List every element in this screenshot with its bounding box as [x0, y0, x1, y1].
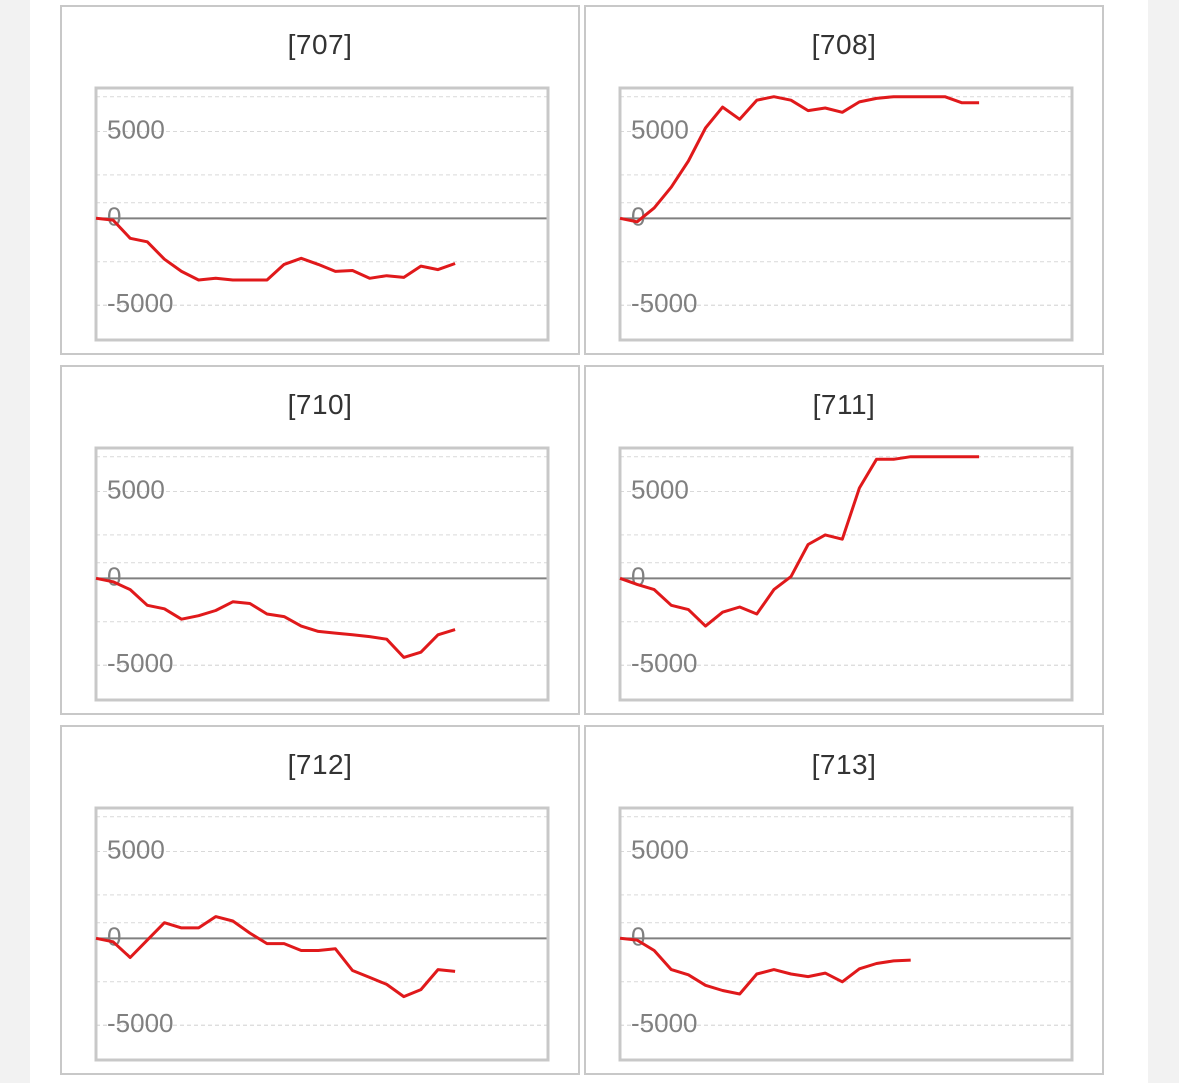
series-line	[619, 455, 980, 628]
plot-frame	[618, 446, 1074, 702]
chart-title: [712]	[287, 749, 353, 780]
y-tick-label: -5000	[631, 288, 698, 318]
series-line	[619, 936, 911, 996]
chart-panel: [712] 5000 0 -5000	[60, 725, 580, 1075]
y-tick-label: 5000	[631, 834, 689, 864]
y-tick-label: -5000	[631, 648, 698, 678]
chart-grid: [707] 5000 0 -5000 [708] 5000 0 -5000 [710] 5000 0…	[60, 5, 1104, 1078]
line-chart: 5000 0 -5000	[618, 86, 1074, 342]
chart-title: [708]	[811, 29, 877, 60]
series-line	[95, 576, 456, 659]
chart-title: [713]	[811, 749, 877, 780]
y-tick-label: 0	[107, 921, 121, 951]
chart-panel: [711] 5000 0 -5000	[584, 365, 1104, 715]
plot-frame	[94, 446, 550, 702]
series-line	[619, 95, 980, 224]
series-line	[95, 915, 456, 999]
y-tick-label: 5000	[107, 834, 165, 864]
chart-title: [707]	[287, 29, 353, 60]
y-tick-label: 5000	[631, 474, 689, 504]
plot-frame	[94, 86, 550, 342]
plot-frame	[618, 86, 1074, 342]
chart-panel: [710] 5000 0 -5000	[60, 365, 580, 715]
y-tick-label: 5000	[631, 114, 689, 144]
y-tick-label: -5000	[107, 1008, 174, 1038]
y-tick-label: 5000	[107, 114, 165, 144]
y-tick-label: 0	[107, 561, 121, 591]
series-line	[95, 216, 456, 282]
y-tick-label: -5000	[107, 648, 174, 678]
chart-title: [710]	[287, 389, 353, 420]
y-tick-label: -5000	[631, 1008, 698, 1038]
line-chart: 5000 0 -5000	[94, 446, 550, 702]
page-background: [707] 5000 0 -5000 [708] 5000 0 -5000 [710] 5000 0…	[30, 0, 1148, 1083]
y-tick-label: 5000	[107, 474, 165, 504]
chart-panel: [707] 5000 0 -5000	[60, 5, 580, 355]
chart-panel: [713] 5000 0 -5000	[584, 725, 1104, 1075]
plot-frame	[618, 806, 1074, 1062]
chart-panel: [708] 5000 0 -5000	[584, 5, 1104, 355]
y-tick-label: -5000	[107, 288, 174, 318]
y-tick-label: 0	[631, 201, 645, 231]
line-chart: 5000 0 -5000	[94, 806, 550, 1062]
plot-frame	[94, 806, 550, 1062]
y-tick-label: 0	[631, 921, 645, 951]
line-chart: 5000 0 -5000	[618, 806, 1074, 1062]
chart-title: [711]	[812, 389, 876, 420]
